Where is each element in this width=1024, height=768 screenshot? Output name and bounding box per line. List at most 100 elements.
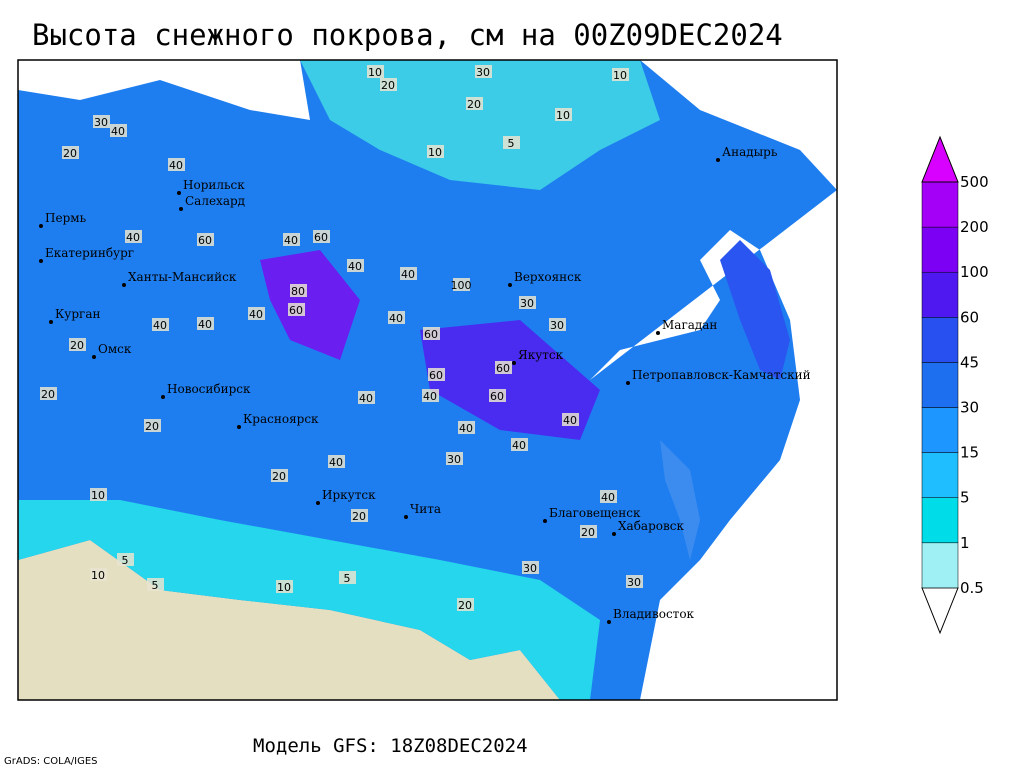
contour-label: 100 bbox=[451, 279, 472, 292]
contour-label: 40 bbox=[423, 390, 437, 403]
contour-label: 20 bbox=[467, 98, 481, 111]
contour-label: 40 bbox=[401, 268, 415, 281]
contour-label-box bbox=[197, 233, 214, 246]
contour-label-box bbox=[466, 97, 483, 110]
credit: GrADS: COLA/IGES bbox=[4, 756, 98, 767]
colorbar-segment bbox=[921, 317, 959, 363]
colorbar-label: 30 bbox=[960, 399, 979, 417]
contour-label: 40 bbox=[153, 319, 167, 332]
city-label: Петропавловск-Камчатский bbox=[632, 368, 811, 382]
contour-label-box bbox=[427, 145, 444, 158]
colorbar-label: 45 bbox=[960, 353, 979, 371]
contour-label: 60 bbox=[314, 231, 328, 244]
city-dot bbox=[39, 259, 43, 263]
contour-label: 5 bbox=[152, 579, 159, 592]
contour-label: 10 bbox=[368, 66, 382, 79]
map-area bbox=[17, 59, 838, 701]
contour-label: 40 bbox=[198, 318, 212, 331]
contour-label: 20 bbox=[70, 339, 84, 352]
city-label: Хабаровск bbox=[618, 519, 684, 533]
city-label: Норильск bbox=[183, 178, 245, 192]
contour-label-box bbox=[511, 438, 528, 451]
contour-label-box bbox=[549, 318, 566, 331]
ocean bbox=[590, 60, 837, 700]
contour-label: 30 bbox=[476, 66, 490, 79]
contour-label: 5 bbox=[122, 554, 129, 567]
contour-label: 10 bbox=[428, 146, 442, 159]
colorbar-segment bbox=[921, 497, 959, 544]
model-label: Модель GFS: 18Z08DEC2024 bbox=[253, 735, 528, 757]
city-dot bbox=[508, 283, 512, 287]
deep-snow-west-siberia bbox=[260, 250, 360, 360]
contour-label-box bbox=[69, 338, 86, 351]
contour-label: 40 bbox=[389, 312, 403, 325]
city-dot bbox=[161, 395, 165, 399]
contour-label-box bbox=[422, 389, 439, 402]
city-label: Владивосток bbox=[613, 607, 695, 621]
contour-label: 60 bbox=[490, 390, 504, 403]
contour-label-box bbox=[271, 469, 288, 482]
contour-label: 40 bbox=[329, 456, 343, 469]
colorbar-label: 200 bbox=[960, 218, 989, 236]
contour-label: 20 bbox=[581, 526, 595, 539]
city-dot bbox=[404, 515, 408, 519]
city-label: Магадан bbox=[662, 318, 717, 332]
colorbar-segment bbox=[921, 542, 959, 589]
contour-label-box bbox=[313, 230, 330, 243]
contour-label-box bbox=[367, 65, 384, 78]
contour-label: 40 bbox=[249, 308, 263, 321]
contour-label-box bbox=[339, 571, 356, 584]
contour-label-box bbox=[428, 368, 445, 381]
thin-snow bbox=[18, 500, 600, 700]
city-dot bbox=[626, 381, 630, 385]
colorbar-segment bbox=[921, 271, 959, 318]
snow-free-land bbox=[18, 540, 560, 700]
contour-label-box bbox=[276, 580, 293, 593]
contour-label-box bbox=[351, 509, 368, 522]
city-dot bbox=[179, 207, 183, 211]
city-label: Чита bbox=[410, 502, 441, 516]
contour-label-box bbox=[522, 561, 539, 574]
city-label: Курган bbox=[55, 307, 100, 321]
contour-label-box bbox=[612, 68, 629, 81]
contour-label-box bbox=[562, 413, 579, 426]
contour-label: 10 bbox=[91, 569, 105, 582]
contour-label: 60 bbox=[198, 234, 212, 247]
city-dot bbox=[512, 361, 516, 365]
contour-label-box bbox=[458, 421, 475, 434]
contour-label: 30 bbox=[94, 116, 108, 129]
contour-label: 10 bbox=[613, 69, 627, 82]
contour-label-box bbox=[144, 419, 161, 432]
contour-label-box bbox=[388, 311, 405, 324]
city-label: Анадырь bbox=[722, 145, 778, 159]
contour-label: 30 bbox=[523, 562, 537, 575]
city-dot bbox=[543, 519, 547, 523]
contour-label-box bbox=[125, 230, 142, 243]
city-label: Екатеринбург bbox=[45, 246, 134, 260]
contour-label-box bbox=[93, 115, 110, 128]
colorbar-label: 100 bbox=[960, 263, 989, 281]
colorbar-segment bbox=[921, 226, 959, 273]
contour-label: 40 bbox=[563, 414, 577, 427]
city-dot bbox=[92, 355, 96, 359]
contour-label-box bbox=[475, 65, 492, 78]
contour-label-box bbox=[380, 78, 397, 91]
contour-label-box bbox=[283, 233, 300, 246]
contour-label: 20 bbox=[352, 510, 366, 523]
contour-label: 20 bbox=[381, 79, 395, 92]
colorbar-label: 500 bbox=[960, 173, 989, 191]
city-label: Новосибирск bbox=[167, 382, 251, 396]
contour-label-box bbox=[423, 327, 440, 340]
city-dot bbox=[49, 320, 53, 324]
contour-label: 40 bbox=[284, 234, 298, 247]
contour-label: 60 bbox=[429, 369, 443, 382]
colorbar-label: 15 bbox=[960, 444, 979, 462]
city-dot bbox=[39, 224, 43, 228]
city-label: Красноярск bbox=[243, 412, 319, 426]
city-dot bbox=[177, 191, 181, 195]
colorbar-segment bbox=[921, 452, 959, 498]
colorbar-label: 0.5 bbox=[960, 579, 984, 597]
contour-label-box bbox=[248, 307, 265, 320]
contour-label: 40 bbox=[111, 125, 125, 138]
